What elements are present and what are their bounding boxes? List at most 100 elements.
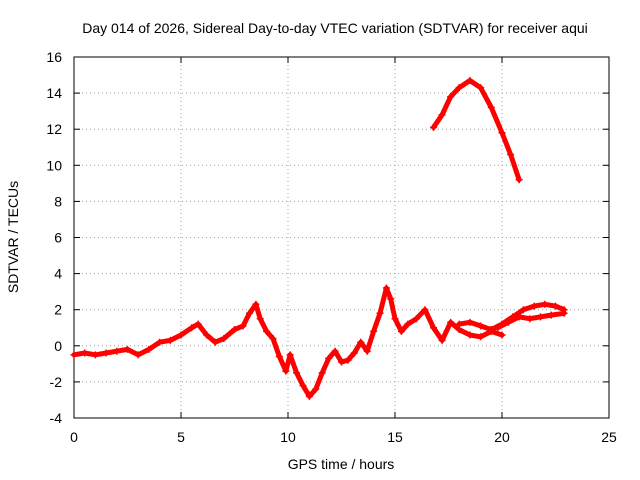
data-point bbox=[211, 338, 219, 346]
data-point bbox=[515, 313, 523, 321]
y-tick-label: -4 bbox=[50, 410, 63, 426]
data-point bbox=[331, 347, 339, 355]
data-point bbox=[466, 76, 474, 84]
data-point bbox=[466, 318, 474, 326]
data-point bbox=[318, 369, 326, 377]
series-trace bbox=[71, 285, 505, 399]
y-tick-label: 2 bbox=[54, 302, 62, 318]
y-tick-label: 4 bbox=[54, 266, 62, 282]
data-point bbox=[541, 300, 549, 308]
series-0 bbox=[70, 284, 506, 400]
data-point bbox=[552, 302, 559, 310]
data-point bbox=[477, 322, 485, 330]
data-point bbox=[370, 327, 378, 335]
data-point bbox=[547, 311, 555, 319]
y-tick-label: 10 bbox=[46, 157, 62, 173]
data-point bbox=[194, 320, 202, 328]
data-point bbox=[455, 84, 463, 92]
data-point bbox=[519, 306, 527, 314]
data-point bbox=[203, 331, 211, 339]
data-point bbox=[156, 338, 164, 346]
data-point bbox=[421, 306, 429, 314]
x-tick-label: 25 bbox=[601, 429, 617, 445]
data-point bbox=[487, 104, 495, 112]
x-tick-label: 10 bbox=[280, 429, 296, 445]
x-tick-label: 20 bbox=[494, 429, 510, 445]
data-point bbox=[239, 322, 247, 330]
data-point bbox=[376, 309, 384, 317]
data-point bbox=[438, 111, 446, 119]
data-point bbox=[282, 367, 290, 375]
data-point bbox=[102, 349, 110, 357]
data-point bbox=[124, 345, 131, 353]
y-tick-label: 16 bbox=[46, 49, 62, 65]
data-point bbox=[363, 347, 371, 355]
data-point bbox=[338, 358, 345, 366]
data-point bbox=[350, 349, 358, 357]
y-axis-label: SDTVAR / TECUs bbox=[5, 181, 21, 293]
y-tick-label: 0 bbox=[54, 338, 62, 354]
data-point bbox=[504, 318, 512, 326]
data-point bbox=[466, 331, 474, 339]
data-point bbox=[299, 382, 307, 390]
data-point bbox=[477, 84, 485, 92]
data-point bbox=[412, 315, 420, 323]
data-point bbox=[498, 331, 506, 339]
data-point bbox=[293, 369, 301, 377]
data-point bbox=[113, 347, 121, 355]
data-point bbox=[145, 345, 153, 353]
data-point bbox=[455, 320, 463, 328]
y-tick-label: -2 bbox=[50, 374, 63, 390]
x-tick-label: 0 bbox=[70, 429, 78, 445]
y-tick-label: 14 bbox=[46, 85, 62, 101]
series-3 bbox=[494, 309, 568, 332]
data-point bbox=[391, 315, 399, 323]
data-point bbox=[166, 336, 174, 344]
x-axis-label: GPS time / hours bbox=[288, 456, 395, 472]
data-point bbox=[404, 320, 412, 328]
data-point bbox=[220, 335, 228, 343]
series-1 bbox=[430, 76, 523, 184]
data-point bbox=[263, 327, 271, 335]
data-point bbox=[447, 318, 455, 326]
data-point bbox=[252, 300, 260, 308]
data-point bbox=[245, 309, 253, 317]
data-point bbox=[91, 351, 99, 359]
data-point bbox=[357, 338, 365, 346]
x-tick-label: 5 bbox=[177, 429, 185, 445]
data-point bbox=[325, 354, 333, 362]
data-point bbox=[494, 324, 502, 332]
y-tick-label: 8 bbox=[54, 193, 62, 209]
chart-title: Day 014 of 2026, Sidereal Day-to-day VTE… bbox=[82, 20, 588, 36]
data-point bbox=[487, 326, 495, 334]
data-point bbox=[70, 351, 78, 359]
data-point bbox=[537, 313, 545, 321]
data-point bbox=[231, 326, 238, 334]
data-point bbox=[269, 335, 277, 343]
data-point bbox=[382, 284, 390, 292]
data-point bbox=[477, 333, 485, 341]
data-point bbox=[312, 385, 320, 393]
data-point bbox=[286, 351, 294, 359]
series-trace bbox=[431, 78, 522, 183]
data-point bbox=[530, 302, 538, 310]
data-point bbox=[188, 324, 196, 332]
data-point bbox=[177, 331, 185, 339]
data-point bbox=[305, 392, 313, 400]
y-tick-label: 12 bbox=[46, 121, 62, 137]
data-series bbox=[70, 76, 568, 400]
data-point bbox=[387, 295, 395, 303]
data-point bbox=[430, 324, 438, 332]
data-point bbox=[134, 351, 142, 359]
data-point bbox=[430, 123, 438, 131]
data-point bbox=[275, 353, 283, 361]
data-point bbox=[498, 129, 506, 137]
data-point bbox=[397, 327, 405, 335]
data-point bbox=[81, 349, 89, 357]
data-point bbox=[344, 356, 352, 364]
y-tick-label: 6 bbox=[54, 230, 62, 246]
x-tick-label: 15 bbox=[387, 429, 403, 445]
data-point bbox=[447, 93, 455, 101]
data-point bbox=[515, 176, 523, 184]
